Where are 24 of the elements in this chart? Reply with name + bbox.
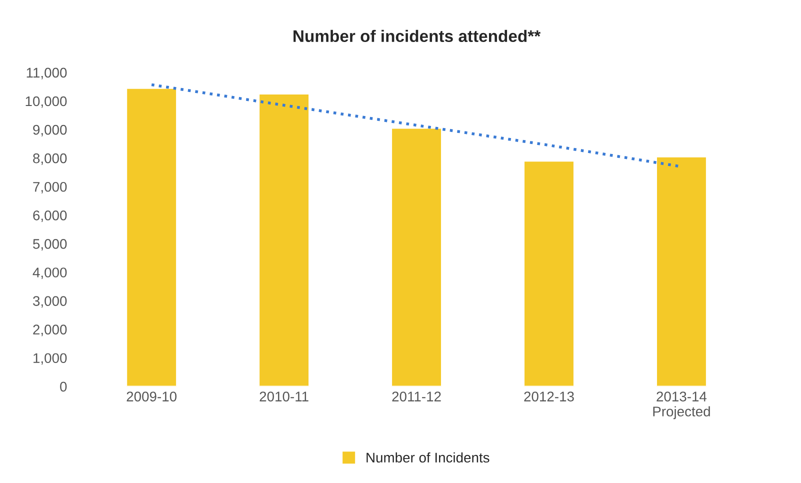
x-tick-label: 2010-11 [260, 392, 308, 402]
y-tick-label: 10,000 [26, 96, 67, 108]
y-tick-label: 5,000 [33, 239, 67, 251]
y-tick-label: 3,000 [33, 296, 67, 308]
y-tick-label: 9,000 [33, 124, 67, 136]
y-tick-label: 2,000 [33, 324, 67, 336]
bar [258, 93, 310, 386]
y-tick-label: 7,000 [33, 182, 67, 194]
bar [390, 127, 442, 386]
x-tick-label: 2009-10 [126, 392, 177, 402]
chart-title: Number of incidents attended** [294, 30, 541, 42]
y-tick-label: 8,000 [33, 153, 67, 165]
legend-label: Number of Incidents [366, 452, 490, 463]
x-tick-label: 2012-13 [524, 392, 574, 402]
x-tick-label: 2011-12 [392, 392, 441, 402]
y-tick-label: 4,000 [32, 268, 67, 280]
y-tick-label: 1,000 [34, 353, 67, 365]
bar [126, 87, 178, 386]
y-tick-label: 6,000 [33, 210, 67, 222]
x-tick-label: 2013-14 Projected [653, 392, 710, 420]
bar [656, 156, 708, 386]
y-tick-label: 0 [60, 382, 67, 392]
bar [523, 160, 575, 386]
y-tick-label: 11,000 [26, 68, 67, 80]
